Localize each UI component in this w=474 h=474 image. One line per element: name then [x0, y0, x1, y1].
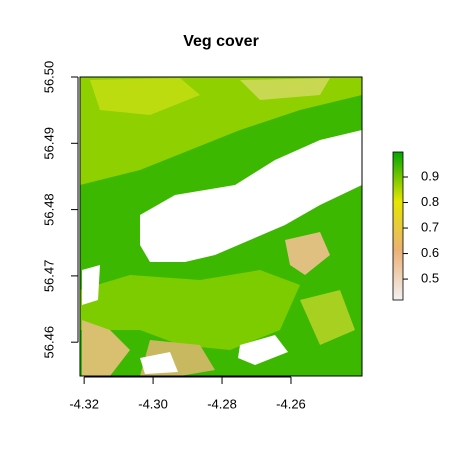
raster-patch: [285, 232, 330, 275]
x-tick-label: -4.28: [207, 396, 237, 411]
raster-patch: [82, 320, 130, 376]
lake: [140, 352, 178, 374]
colorbar-tick-label: 0.7: [421, 219, 439, 234]
colorbar-tick-label: 0.5: [421, 271, 439, 286]
y-tick-label: 56.49: [41, 127, 56, 160]
chart-title: Veg cover: [183, 33, 259, 50]
x-tick-label: -4.32: [69, 396, 99, 411]
lake: [140, 130, 362, 262]
raster-patch: [300, 290, 355, 345]
colorbar-tick-label: 0.8: [421, 194, 439, 209]
y-tick-label: 56.47: [41, 260, 56, 293]
lake: [238, 335, 288, 365]
raster-patch: [90, 78, 200, 115]
colorbar-tick-label: 0.6: [421, 245, 439, 260]
colorbar-tick-label: 0.9: [421, 168, 439, 183]
raster-patch: [80, 270, 300, 350]
plot-frame: [79, 76, 363, 377]
y-tick-label: 56.46: [41, 326, 56, 359]
y-tick-label: 56.48: [41, 193, 56, 226]
y-tick-label: 56.50: [41, 61, 56, 94]
x-tick-label: -4.30: [138, 396, 168, 411]
colorbar: [392, 151, 404, 301]
x-tick-label: -4.26: [276, 396, 306, 411]
raster-patch: [240, 78, 330, 100]
lake: [82, 265, 100, 305]
raster: [80, 77, 362, 376]
